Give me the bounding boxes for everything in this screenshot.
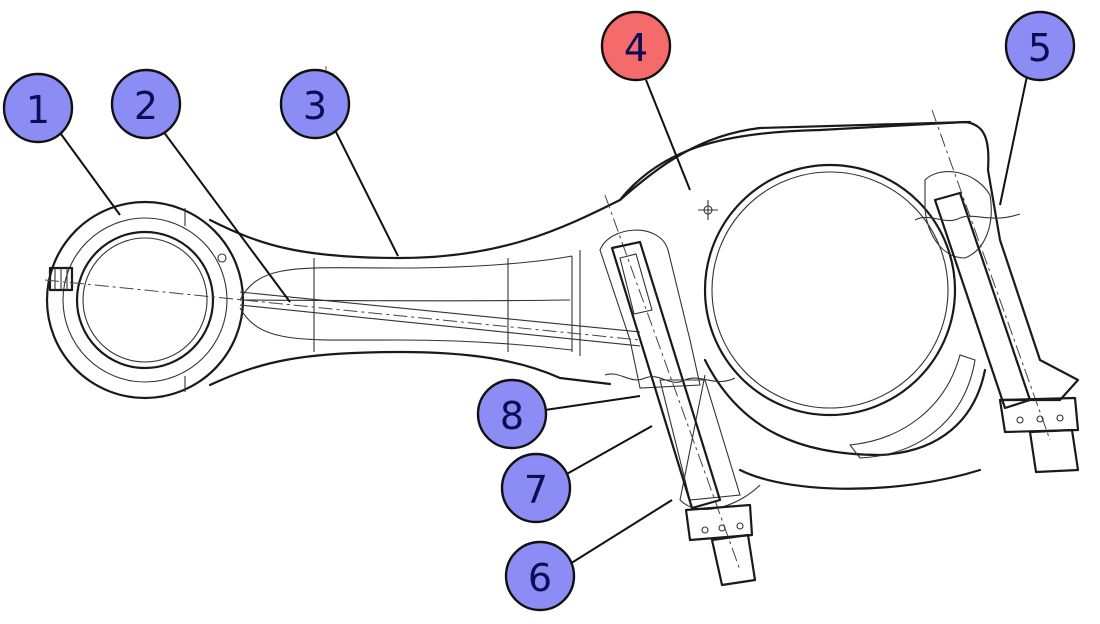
callout-circle (279, 68, 351, 140)
leader-line-6 (564, 499, 673, 568)
cap-bolt-right (931, 109, 1080, 474)
big-end (618, 120, 1080, 510)
callout-1: 1 (2, 72, 74, 144)
callout-4: 4 (600, 10, 672, 82)
callout-label: 6 (528, 556, 552, 600)
callout-label: 3 (303, 84, 327, 128)
callout-8: 8 (476, 378, 548, 450)
rod-shank (208, 120, 972, 387)
leader-line-4 (645, 79, 691, 191)
callout-3: 3 (279, 68, 351, 140)
small-end-eye (45, 200, 245, 400)
callout-circle (2, 72, 74, 144)
callout-circle (500, 452, 572, 524)
callout-5: 5 (1004, 10, 1076, 82)
callout-circle (1004, 10, 1076, 82)
cap-bolt-left (604, 194, 757, 587)
leader-lines (57, 75, 1028, 568)
hatched-sections (599, 171, 992, 501)
leader-line-8 (544, 395, 641, 411)
callout-7: 7 (500, 452, 572, 524)
small-end-fitting (48, 266, 74, 292)
oil-passage (44, 279, 641, 347)
callout-label: 8 (500, 394, 524, 438)
callout-circle (110, 68, 182, 140)
callout-6: 6 (504, 540, 576, 612)
center-mark (698, 200, 718, 220)
callout-circle (476, 378, 548, 450)
callout-label: 4 (624, 26, 648, 70)
break-lines (604, 213, 1021, 383)
callout-2: 2 (110, 68, 182, 140)
callout-label: 1 (26, 88, 50, 132)
leader-line-3 (332, 125, 399, 257)
leader-line-5 (999, 75, 1028, 206)
callout-circle (600, 10, 672, 82)
callout-group: 1 2 3 4 5 6 78 (2, 10, 1076, 612)
callout-label: 5 (1028, 26, 1052, 70)
leader-line-1 (57, 129, 121, 216)
leader-line-2 (159, 126, 291, 303)
leader-line-7 (564, 425, 653, 476)
callout-label: 7 (524, 468, 548, 512)
callout-circle (504, 540, 576, 612)
callout-label: 2 (134, 84, 158, 128)
